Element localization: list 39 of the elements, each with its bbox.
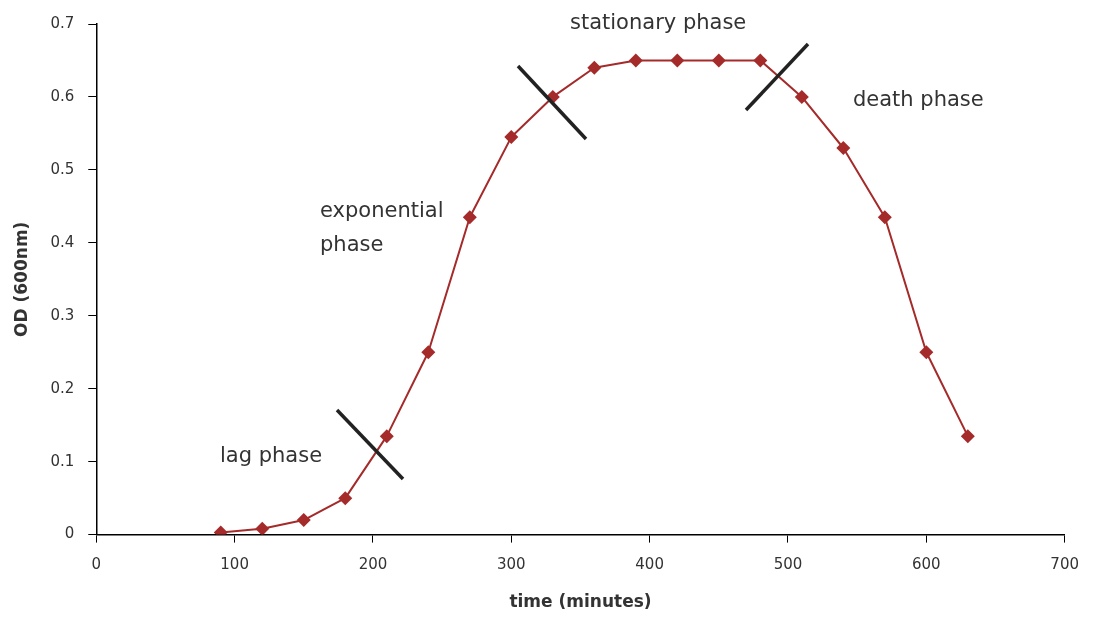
x-tick-label: 0 xyxy=(91,555,102,574)
y-axis-title: OD (600nm) xyxy=(10,221,31,337)
x-tick-label: 700 xyxy=(1050,555,1080,574)
y-tick-label: 0.7 xyxy=(50,13,75,32)
x-tick-label: 600 xyxy=(912,555,941,574)
point xyxy=(296,513,311,528)
y-tick-label: 0.3 xyxy=(50,305,75,324)
point xyxy=(379,429,394,444)
point xyxy=(836,141,851,155)
x-tick-label: 100 xyxy=(220,555,249,574)
x-tick-label: 500 xyxy=(773,555,803,574)
annotation: exponential phase xyxy=(320,197,445,258)
point xyxy=(421,345,436,360)
x-tick-label: 200 xyxy=(358,555,388,574)
y-tick-label: 0.5 xyxy=(50,159,75,178)
point xyxy=(753,53,768,68)
point xyxy=(794,89,809,104)
y-tick-label: 0.4 xyxy=(50,232,75,251)
point xyxy=(877,210,892,225)
annotation: lag phase xyxy=(220,442,324,469)
y-tick-label: 0.1 xyxy=(50,451,75,470)
point xyxy=(670,53,685,68)
y-tick-label: 0.2 xyxy=(50,378,75,397)
point xyxy=(504,130,519,145)
y-tick-label: 0.6 xyxy=(50,86,75,105)
y-tick-label: 0 xyxy=(64,524,75,543)
point xyxy=(960,429,975,444)
point xyxy=(919,345,934,360)
point xyxy=(711,53,726,68)
point xyxy=(628,53,643,68)
point xyxy=(338,491,353,506)
point xyxy=(462,210,477,225)
point xyxy=(587,60,602,75)
annotation: stationary phase xyxy=(570,9,748,36)
annotation: death phase xyxy=(853,86,985,113)
x-tick-label: 300 xyxy=(496,555,526,574)
x-axis-title: time (minutes) xyxy=(509,591,652,612)
point xyxy=(255,521,270,535)
x-tick-label: 400 xyxy=(635,555,664,574)
